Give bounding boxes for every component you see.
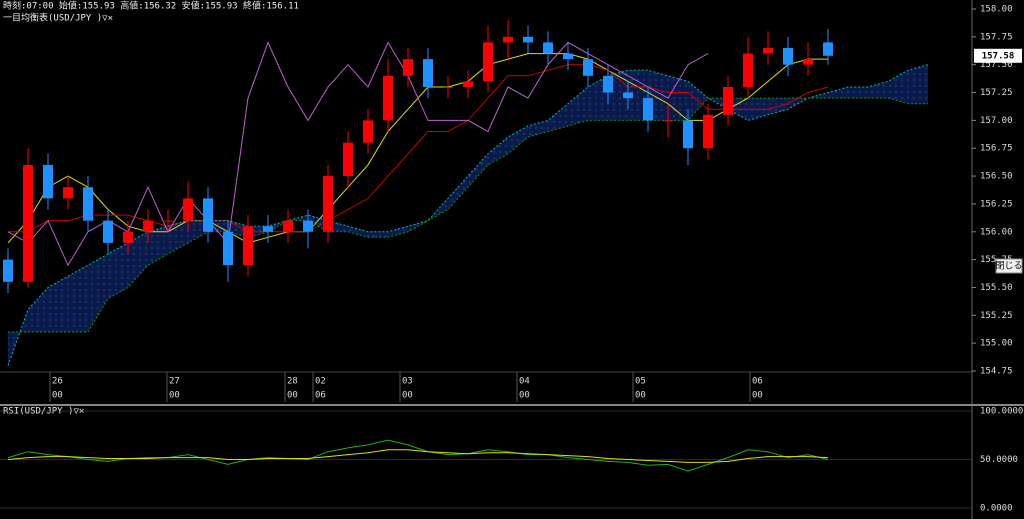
candle-body [583,59,593,76]
indicator-line [7,439,829,472]
y-tick-label: 155.00 [980,339,1013,349]
candle-body [643,98,653,121]
rsi-title: RSI(USD/JPY )▽✕ [3,407,84,417]
candle-body [203,198,213,232]
y-tick-label: 154.75 [980,367,1013,377]
candle-body [223,231,233,266]
candle-body [323,176,333,232]
indicator-line [7,64,929,366]
candle-body [43,164,53,199]
candle-body [443,86,453,88]
y-tick-label: 157.25 [980,88,1013,98]
candle-body [23,164,33,282]
candle-body [143,220,153,232]
y-tick-label: 50.0000 [980,455,1018,465]
candle-body [63,187,73,199]
title-box [2,13,112,23]
candle-body [403,59,413,76]
y-tick-label: 156.00 [980,227,1013,237]
indicator-line [8,97,928,333]
candle-body [423,59,433,87]
x-tick-sublabel: 00 [169,391,180,401]
header: 時刻:07:00 始値:155.93 高値:156.32 安値:155.93 終… [3,0,299,12]
candle-body [103,220,113,243]
candle-body [343,142,353,177]
y-tick-label: 157.00 [980,116,1013,126]
candle-body [483,42,493,82]
close-button[interactable] [995,258,1023,274]
candle-body [283,220,293,232]
close-button-label[interactable]: 閉じる [995,261,1022,272]
candle-body [663,120,673,122]
candle-body [783,47,793,65]
x-tick-label: 03 [402,377,413,387]
candle-body [163,220,173,222]
candle-body [723,86,733,115]
x-tick-sublabel: 00 [519,391,530,401]
x-tick-label: 06 [752,377,763,387]
x-tick-label: 26 [52,377,63,387]
candle-body [743,53,753,87]
candle-body [623,92,633,99]
x-tick-label: 04 [519,377,530,387]
candle-body [263,226,273,232]
last-price-box [974,48,1022,63]
x-tick-sublabel: 00 [635,391,646,401]
candle-body [83,187,93,221]
candle-body [683,120,693,149]
indicator-line [7,449,829,463]
candle-body [763,47,773,54]
candle-body [563,53,573,60]
last-price-label: 157.58 [982,51,1015,61]
candle-body [383,75,393,121]
x-tick-sublabel: 06 [315,391,326,401]
candle-body [463,81,473,87]
candle-body [603,75,613,93]
candle-body [523,36,533,43]
indicator-line [7,53,828,244]
x-tick-sublabel: 00 [287,391,298,401]
candle-body [503,36,513,43]
y-tick-label: 155.50 [980,283,1013,293]
y-tick-label: 157.50 [980,60,1013,70]
chart-title: 一目均衡表(USD/JPY )▽✕ [3,12,113,24]
indicator-line [7,41,709,267]
y-tick-label: 156.25 [980,199,1013,209]
x-tick-sublabel: 00 [52,391,63,401]
candle-body [3,259,13,282]
x-tick-label: 02 [315,377,326,387]
candle-body [823,42,833,56]
y-tick-label: 156.50 [980,172,1013,182]
x-tick-sublabel: 00 [752,391,763,401]
y-tick-label: 100.0000 [980,407,1023,417]
candle-body [703,114,713,149]
y-tick-label: 157.75 [980,32,1013,42]
y-tick-label: 0.0000 [980,504,1013,514]
candle-body [123,231,133,243]
candle-body [183,198,193,221]
y-tick-label: 158.00 [980,5,1013,15]
candle-body [363,120,373,143]
y-tick-label: 155.25 [980,311,1013,321]
x-tick-label: 05 [635,377,646,387]
x-tick-label: 27 [169,377,180,387]
cloud [8,64,928,366]
y-tick-label: 156.75 [980,144,1013,154]
candle-body [803,59,813,65]
candle-body [303,220,313,232]
candle-body [243,226,253,266]
x-tick-sublabel: 00 [402,391,413,401]
candle-body [543,42,553,54]
x-tick-label: 28 [287,377,298,387]
indicator-line [8,64,829,233]
